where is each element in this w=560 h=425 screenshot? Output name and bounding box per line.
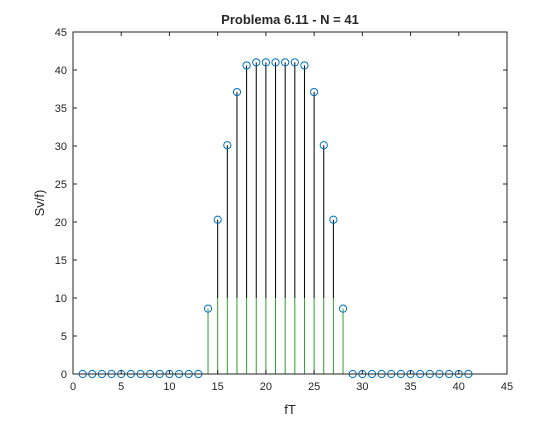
- y-tick-label: 35: [55, 103, 67, 115]
- x-tick-label: 0: [70, 381, 76, 393]
- x-tick-label: 40: [453, 381, 465, 393]
- axes: [72, 31, 508, 375]
- y-tick-label: 15: [55, 255, 67, 267]
- data-point: [329, 215, 338, 224]
- y-tick-label: 5: [61, 331, 67, 343]
- x-axis-label: fT: [284, 402, 296, 417]
- y-tick-label: 45: [55, 27, 67, 39]
- data-point: [310, 87, 319, 97]
- x-axis-ticks: 0 5 10 15 20 25 30 35 40 45: [70, 32, 513, 393]
- x-tick-label: 15: [212, 381, 224, 393]
- y-tick-label: 10: [55, 293, 67, 305]
- data-point: [300, 61, 309, 70]
- x-tick-label: 10: [163, 381, 175, 393]
- x-tick-label: 20: [260, 381, 272, 393]
- y-axis-label: Sv/f): [32, 190, 47, 217]
- y-tick-label: 25: [55, 179, 67, 191]
- y-axis-ticks: 0 5 10 15 20 25 30 35 40 45: [55, 27, 507, 381]
- x-tick-label: 45: [501, 381, 513, 393]
- y-tick-label: 20: [55, 217, 67, 229]
- y-tick-label: 0: [61, 369, 67, 381]
- x-tick-label: 25: [308, 381, 320, 393]
- data-point: [338, 304, 348, 313]
- data-point: [271, 58, 280, 67]
- stem-lines: [207, 62, 344, 374]
- data-point: [213, 215, 222, 224]
- data-point: [242, 61, 251, 70]
- y-tick-label: 40: [55, 65, 67, 77]
- data-point: [232, 87, 242, 97]
- x-tick-label: 35: [404, 381, 416, 393]
- data-point: [290, 58, 299, 67]
- x-tick-label: 5: [118, 381, 124, 393]
- plot-box: [72, 31, 508, 375]
- data-point: [319, 141, 328, 150]
- data-point: [223, 141, 232, 150]
- data-point: [252, 58, 261, 67]
- y-tick-label: 30: [55, 141, 67, 153]
- data-point: [281, 58, 290, 67]
- x-tick-label: 30: [356, 381, 368, 393]
- data-point: [261, 58, 270, 67]
- data-point: [203, 304, 213, 313]
- chart-title: Problema 6.11 - N = 41: [221, 12, 359, 27]
